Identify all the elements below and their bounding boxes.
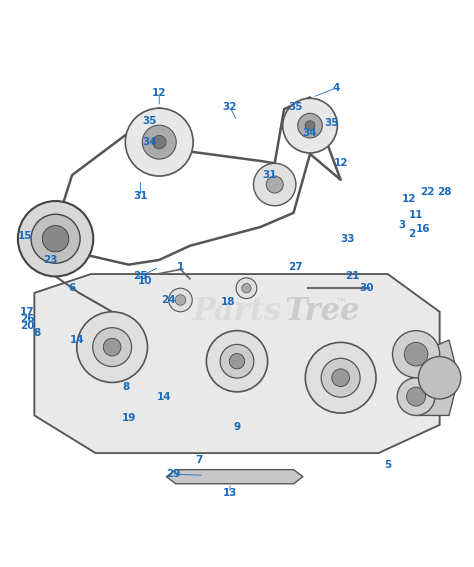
Circle shape (266, 176, 283, 193)
Circle shape (77, 312, 147, 383)
Text: 13: 13 (223, 488, 237, 498)
Text: 31: 31 (133, 191, 147, 201)
Circle shape (305, 121, 315, 130)
Text: Parts: Parts (192, 297, 282, 327)
Text: 19: 19 (121, 413, 136, 423)
Polygon shape (416, 340, 458, 416)
Circle shape (397, 378, 435, 416)
Text: 11: 11 (409, 210, 423, 220)
Text: 30: 30 (359, 283, 374, 293)
Text: 9: 9 (233, 422, 241, 432)
Polygon shape (166, 469, 303, 484)
Text: 24: 24 (161, 295, 176, 305)
Text: 25: 25 (133, 272, 147, 281)
Text: 21: 21 (345, 272, 360, 281)
Text: 27: 27 (289, 262, 303, 272)
Text: 34: 34 (303, 128, 318, 138)
Text: 7: 7 (196, 455, 203, 465)
Circle shape (31, 214, 80, 263)
Circle shape (407, 387, 426, 406)
Text: 12: 12 (402, 194, 416, 204)
Circle shape (254, 163, 296, 206)
Circle shape (42, 226, 69, 252)
Text: 33: 33 (340, 234, 355, 244)
Text: 8: 8 (123, 382, 130, 392)
Text: 16: 16 (416, 225, 430, 234)
Text: 22: 22 (420, 187, 435, 197)
Circle shape (404, 342, 428, 366)
Circle shape (175, 295, 186, 305)
Text: 26: 26 (20, 314, 35, 324)
Circle shape (153, 136, 166, 149)
Circle shape (242, 284, 251, 293)
Polygon shape (35, 274, 439, 453)
Text: 28: 28 (437, 187, 452, 197)
Text: 2: 2 (408, 229, 415, 239)
Circle shape (103, 338, 121, 356)
Text: 15: 15 (18, 231, 32, 242)
Text: 32: 32 (223, 102, 237, 112)
Circle shape (419, 357, 461, 399)
Circle shape (332, 369, 349, 387)
Text: Tree: Tree (284, 297, 359, 327)
Circle shape (392, 331, 439, 378)
Text: 8: 8 (33, 328, 40, 338)
Text: 35: 35 (289, 102, 303, 112)
Text: 12: 12 (152, 88, 166, 98)
Text: 1: 1 (177, 262, 184, 272)
Circle shape (298, 113, 322, 138)
Circle shape (125, 108, 193, 176)
Circle shape (93, 328, 132, 366)
Circle shape (229, 354, 245, 369)
Circle shape (236, 278, 257, 299)
Text: 18: 18 (220, 297, 235, 307)
Text: 6: 6 (68, 283, 76, 293)
Circle shape (220, 344, 254, 378)
Text: 3: 3 (398, 219, 406, 230)
Text: 14: 14 (156, 392, 171, 401)
Text: 34: 34 (143, 137, 157, 147)
Text: 20: 20 (20, 321, 35, 331)
Text: ™: ™ (335, 298, 347, 311)
Circle shape (305, 342, 376, 413)
Circle shape (283, 98, 337, 153)
Text: 10: 10 (138, 276, 152, 286)
Text: 31: 31 (263, 170, 277, 180)
Text: 12: 12 (333, 158, 348, 168)
Text: 35: 35 (324, 119, 338, 128)
Text: 23: 23 (44, 255, 58, 265)
Text: 4: 4 (332, 83, 340, 93)
Text: 29: 29 (166, 469, 181, 479)
Circle shape (18, 201, 93, 277)
Text: 35: 35 (143, 116, 157, 126)
Circle shape (142, 125, 176, 159)
Circle shape (169, 288, 192, 312)
Text: 17: 17 (20, 307, 35, 317)
Text: 14: 14 (70, 335, 84, 345)
Circle shape (321, 358, 360, 397)
Circle shape (206, 331, 268, 392)
Text: 5: 5 (384, 460, 392, 470)
